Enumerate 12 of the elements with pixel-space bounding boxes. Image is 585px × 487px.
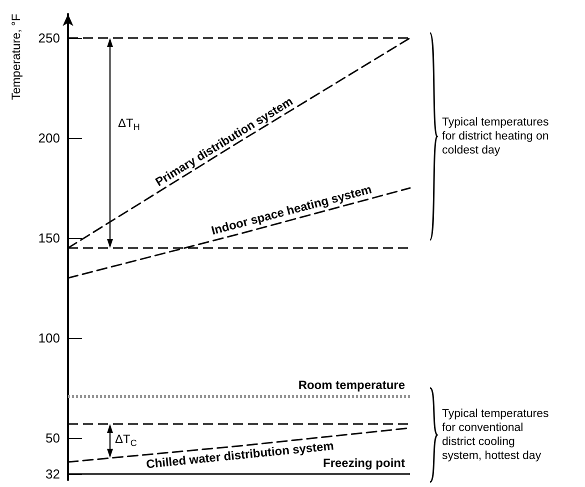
y-tick-label: 32	[46, 466, 60, 482]
y-tick-label: 50	[46, 430, 60, 446]
text: Indoor space heating system	[210, 182, 374, 238]
y-tick-label: 150	[38, 230, 60, 246]
ref-line-label: Freezing point	[323, 456, 405, 470]
y-tick-label: 200	[38, 130, 60, 146]
y-tick-label: 100	[38, 330, 60, 346]
y-tick-label: 250	[38, 30, 60, 46]
y-axis-title: Temperature, °F	[9, 14, 23, 100]
text: Typical temperatures for conventional district cooling system, hottest day	[442, 408, 549, 462]
ref-line-label: Room temperature	[298, 378, 406, 392]
text: Typical temperatures for district heating on coldest day	[442, 116, 549, 156]
